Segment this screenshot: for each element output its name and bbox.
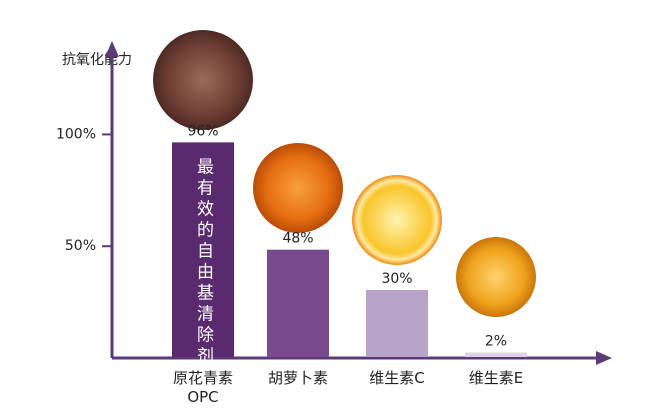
value-label: 96%	[187, 123, 218, 139]
bar	[465, 352, 527, 357]
vitamin-e-photo	[456, 237, 536, 317]
seeds-photo	[153, 30, 253, 130]
carrot-photo	[253, 143, 343, 233]
x-tick-label: 原花青素 OPC	[173, 369, 233, 406]
bar	[366, 289, 428, 357]
x-tick-label: 维生素E	[469, 369, 523, 387]
bar	[172, 142, 234, 357]
x-axis-arrow	[596, 351, 612, 365]
value-label: 2%	[485, 334, 507, 350]
value-label: 48%	[282, 231, 313, 247]
bar-annotation: 最有效的自由基清除剂	[193, 157, 214, 367]
y-axis-arrow	[105, 41, 119, 57]
y-tick-label: 100%	[56, 126, 96, 142]
bar	[267, 249, 329, 357]
value-label: 30%	[381, 271, 412, 287]
orange-photo	[352, 175, 442, 265]
y-tick-label: 50%	[65, 238, 96, 254]
x-tick-label: 维生素C	[369, 369, 424, 387]
y-axis-label: 抗氧化能力	[62, 52, 132, 68]
x-tick-label: 胡萝卜素	[268, 369, 328, 387]
